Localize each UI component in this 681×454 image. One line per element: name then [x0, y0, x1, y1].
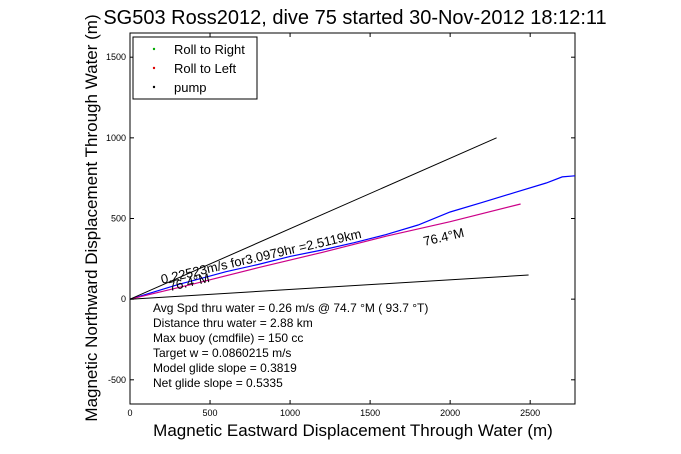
y-tick-label: 1000: [106, 133, 126, 143]
reference-line-1: [129, 274, 529, 300]
stats-line: Avg Spd thru water = 0.26 m/s @ 74.7 °M …: [153, 301, 428, 315]
x-tick-label: 1500: [360, 408, 380, 418]
stats-line: Model glide slope = 0.3819: [153, 361, 297, 375]
y-axis-label: Magnetic Northward Displacement Through …: [82, 14, 101, 421]
series-line-1: [129, 203, 521, 300]
stats-line: Max buoy (cmdfile) = 150 cc: [153, 331, 303, 345]
legend-label: pump: [174, 80, 207, 95]
y-tick-label: 0: [121, 294, 126, 304]
stats-line: Net glide slope = 0.5335: [153, 376, 283, 390]
x-axis-label: Magnetic Eastward Displacement Through W…: [153, 421, 553, 440]
x-tick-label: 2000: [440, 408, 460, 418]
x-tick-label: 1000: [280, 408, 300, 418]
legend-marker: [152, 47, 156, 51]
series-line-0: [129, 175, 576, 300]
legend-label: Roll to Right: [174, 42, 245, 57]
y-tick-label: -500: [108, 375, 126, 385]
y-tick-label: 1500: [106, 52, 126, 62]
axis-ticks: 0 500 1000 1500 2000 2500 -500 0 500 1000 1500: [106, 33, 575, 418]
stats-line: Target w = 0.0860215 m/s: [153, 346, 291, 360]
legend: Roll to Right Roll to Left pump: [132, 36, 258, 100]
x-tick-label: 0: [127, 408, 132, 418]
stats-line: Distance thru water = 2.88 km: [153, 316, 313, 330]
reference-lines: [129, 137, 529, 300]
legend-marker: [152, 85, 156, 89]
x-tick-label: 500: [203, 408, 218, 418]
legend-label: Roll to Left: [174, 61, 237, 76]
stats-block: Avg Spd thru water = 0.26 m/s @ 74.7 °M …: [153, 301, 428, 390]
reference-line-0: [129, 137, 497, 300]
y-tick-label: 500: [111, 214, 126, 224]
legend-marker: [152, 66, 156, 70]
series-layer: [129, 175, 576, 300]
x-tick-label: 2500: [520, 408, 540, 418]
chart-title: SG503 Ross2012, dive 75 started 30-Nov-2…: [103, 7, 606, 29]
